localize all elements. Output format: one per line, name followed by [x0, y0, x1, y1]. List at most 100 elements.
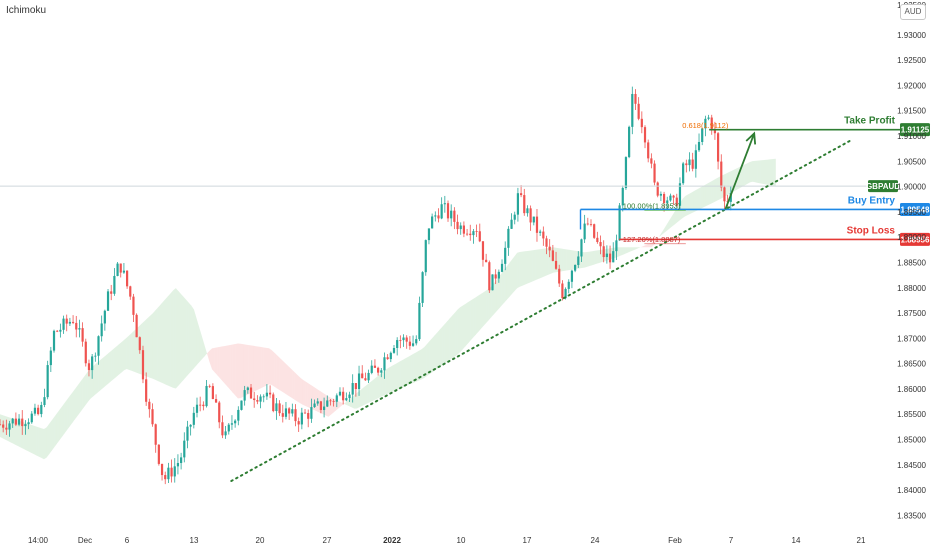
cloud-segment [152, 310, 156, 380]
candle-body [300, 412, 303, 425]
cloud-segment [749, 161, 753, 183]
indicator-label[interactable]: Ichimoku [6, 5, 47, 16]
cloud-segment [506, 262, 510, 300]
candle-body [666, 200, 669, 204]
currency-badge[interactable]: AUD [900, 4, 926, 20]
candle-body [418, 302, 421, 340]
candle-body [621, 188, 624, 206]
candle-body [411, 343, 415, 346]
candle-body [183, 440, 186, 458]
cloud-segment [168, 293, 171, 387]
cloud-segment [623, 247, 626, 255]
cloud-segment [206, 350, 210, 362]
candle-body [332, 401, 335, 402]
cloud-segment [219, 346, 223, 381]
candle-body [278, 403, 281, 414]
price-axis: 1.91125 1.89548 1.88956 GBPAUD 1.93000 1.9250… [866, 1, 930, 520]
cloud-segment [235, 343, 238, 399]
candle-body [653, 163, 656, 183]
symbol-tag-bg [868, 180, 898, 193]
cloud-segment [38, 427, 42, 458]
time-tick: 6 [125, 536, 130, 545]
price-tick: 1.85000 [897, 436, 926, 445]
cloud-segment [630, 247, 634, 252]
price-tick: 1.88500 [897, 258, 926, 267]
candle-body [189, 424, 192, 427]
level-tag-1: 1.89548 [901, 205, 930, 214]
candle-body [138, 337, 141, 351]
cloud-segment [672, 211, 675, 227]
candle-body [662, 193, 666, 204]
candle-body [14, 418, 17, 425]
price-tick: 1.86000 [897, 385, 926, 394]
cloud-segment [568, 249, 572, 271]
cloud-segment [760, 160, 763, 184]
candle-body [2, 424, 5, 428]
candle-body [561, 283, 564, 299]
cloud-segment [625, 247, 629, 254]
candle-body [84, 341, 87, 364]
candle-body [227, 424, 230, 432]
time-axis: 14:00 Dec 6 13 20 27 2022 10 17 24 Feb 7 14 21 [28, 536, 866, 545]
time-tick: 13 [190, 536, 199, 545]
cloud-segment [157, 304, 161, 383]
candle-body [431, 216, 434, 229]
candle-body [103, 310, 106, 324]
candle-body [637, 103, 640, 119]
cloud-segment [527, 250, 531, 284]
cloud-segment [537, 249, 541, 280]
cloud-segment [46, 423, 50, 458]
cloud-segment [237, 343, 241, 399]
candle-body [253, 398, 256, 401]
price-tick: 1.88000 [897, 284, 926, 293]
candle-body [294, 409, 297, 422]
cloud-segment [36, 426, 39, 457]
cloud-segment [263, 347, 267, 387]
cloud-segment [15, 419, 19, 447]
candle-body [494, 274, 497, 279]
candle-body [380, 370, 383, 373]
candle-body [56, 330, 59, 332]
cloud-segment [338, 401, 342, 409]
cloud-segment [204, 344, 207, 357]
candle-body [81, 328, 84, 342]
candle-body [713, 128, 717, 134]
candle-body [240, 400, 243, 410]
candle-body [170, 467, 173, 477]
cloud-segment [674, 207, 678, 225]
candle-body [510, 219, 513, 229]
candle-body [697, 141, 701, 151]
candle-body [65, 318, 68, 324]
candle-body [583, 223, 586, 240]
candle-body [485, 259, 488, 263]
candle-body [268, 392, 272, 395]
cloud-segment [532, 249, 536, 282]
cloud-segment [449, 315, 453, 360]
candle-body [288, 408, 291, 414]
candle-body [145, 379, 148, 402]
candle-body [373, 365, 377, 368]
candle-body [593, 224, 596, 238]
cloud-segment [129, 332, 132, 371]
candle-body [8, 423, 11, 430]
cloud-segment [483, 290, 487, 326]
candle-body [284, 408, 288, 417]
cloud-segment [744, 163, 748, 186]
candle-body [469, 233, 472, 236]
time-tick: 7 [729, 536, 734, 545]
candle-body [618, 205, 621, 241]
candle-body [208, 385, 211, 387]
cloud-segment [227, 344, 231, 390]
cloud-segment [248, 344, 251, 395]
candle-body [532, 216, 535, 223]
price-tick: 1.89000 [897, 233, 926, 242]
cloud-segment [116, 344, 119, 377]
cloud-segment [563, 248, 567, 271]
candle-body [504, 247, 507, 264]
candle-body [164, 475, 167, 480]
cloud-segment [431, 335, 435, 373]
candle-body [40, 404, 43, 415]
cloud-segment [43, 427, 47, 460]
